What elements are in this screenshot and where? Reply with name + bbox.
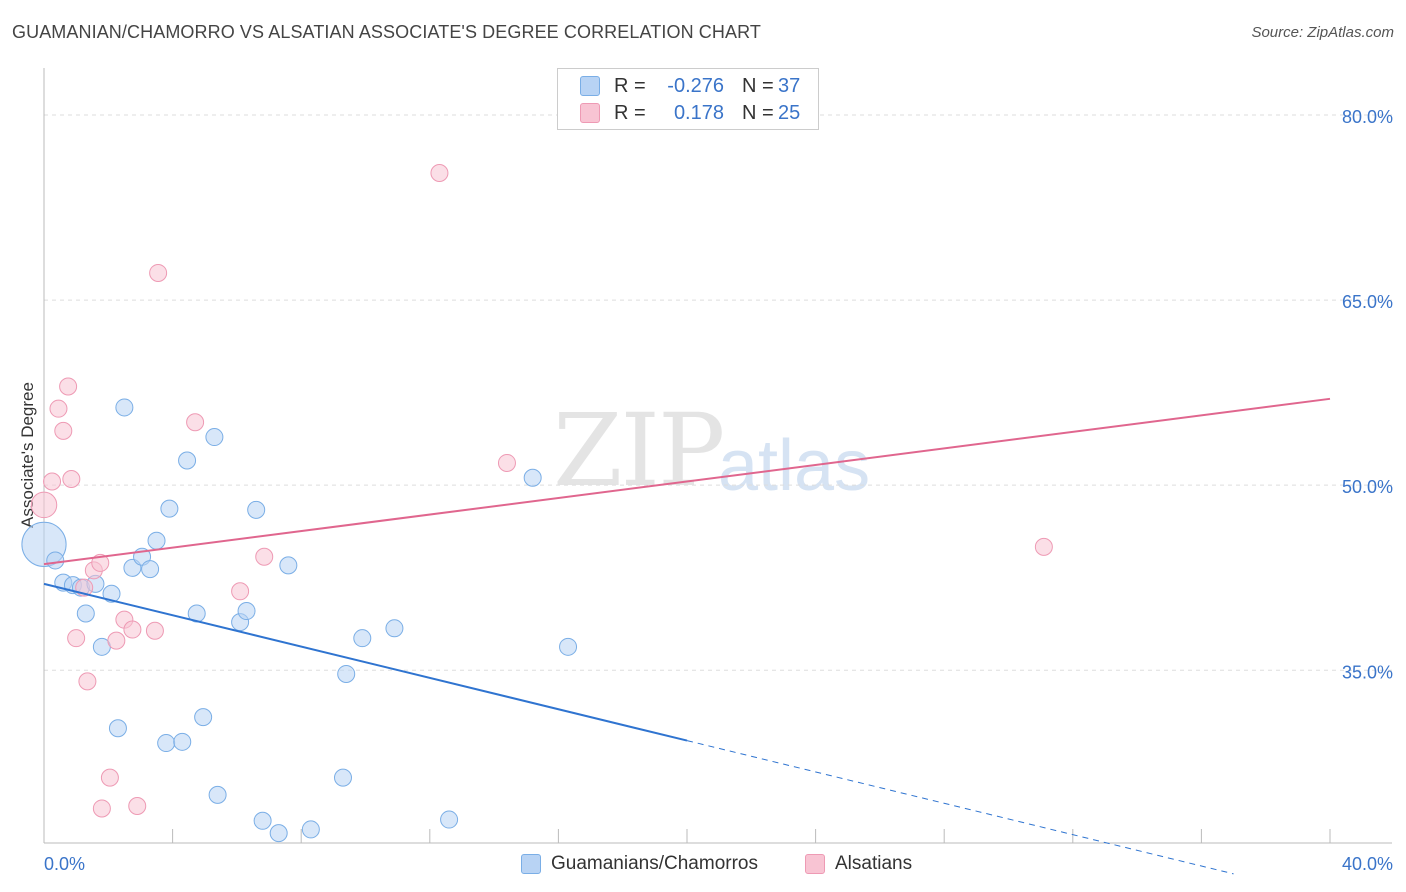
guamanian-point [247, 500, 266, 519]
alsatian-point [231, 582, 250, 601]
alsatian-point [100, 768, 119, 787]
guamanian-point [385, 619, 404, 638]
alsatian-point [91, 553, 110, 572]
legend-swatch-blue [580, 76, 600, 96]
alsatian-point [107, 631, 126, 650]
legend-r-label: R = [614, 101, 646, 124]
guamanian-point [160, 499, 179, 518]
guamanian-point [269, 824, 288, 843]
alsatian-point [497, 453, 516, 472]
legend-n-label: N = [742, 101, 774, 124]
guamanian-point [337, 664, 356, 683]
alsatian-point [430, 164, 449, 183]
bottom-legend-swatch-blue [521, 854, 541, 874]
guamanian-point [108, 719, 127, 738]
guamanian-point [76, 604, 95, 623]
alsatian-point [1034, 537, 1053, 556]
guamanian-point [353, 629, 372, 648]
guamanian-point [523, 468, 542, 487]
alsatian-point [145, 621, 164, 640]
legend-swatch-pink [580, 103, 600, 123]
guamanian-point [440, 810, 459, 829]
alsatian-point [62, 470, 81, 489]
guamanian-point [205, 428, 224, 447]
guamanian-point [141, 560, 160, 579]
alsatian-point [67, 629, 86, 648]
bottom-legend-alsatian: Alsatians [805, 852, 912, 876]
alsatian-point [255, 547, 274, 566]
alsatian-point [78, 672, 97, 691]
legend-r-label: R = [614, 74, 646, 97]
alsatian-point [49, 399, 68, 418]
legend-r-value: 0.178 [673, 101, 724, 124]
alsatian-point [54, 421, 73, 440]
alsatian-point [30, 491, 58, 519]
bottom-legend-swatch-pink [805, 854, 825, 874]
guamanian-point [208, 785, 227, 804]
correlation-legend: R = -0.276 N = 37 R = 0.178 N = 25 [557, 68, 819, 130]
y-tick-label: 80.0% [1342, 107, 1393, 127]
alsatian-point [92, 799, 111, 818]
guamanian-point [253, 811, 272, 830]
guamanian-trend-line [43, 582, 688, 742]
guamanian-point [46, 551, 65, 570]
watermark-zip: ZIP [553, 392, 725, 509]
y-tick-label: 35.0% [1342, 662, 1393, 682]
x-tick-label-min: 0.0% [44, 854, 85, 874]
guamanian-point [157, 734, 176, 753]
alsatian-point [186, 413, 205, 432]
alsatian-point [59, 377, 78, 396]
y-tick-label: 50.0% [1342, 477, 1393, 497]
watermark-atlas: atlas [718, 426, 871, 506]
guamanian-point [194, 708, 213, 727]
legend-n-label: N = [742, 74, 774, 97]
alsatian-trend-line [43, 397, 1331, 566]
chart-title: GUAMANIAN/CHAMORRO VS ALSATIAN ASSOCIATE… [12, 22, 761, 42]
x-tick-label-max: 40.0% [1342, 854, 1393, 874]
legend-n-value: 25 [778, 101, 801, 124]
guamanian-point [178, 451, 197, 470]
guamanian-point [279, 556, 298, 575]
guamanian-point [115, 398, 134, 417]
guamanian-point [333, 768, 352, 787]
alsatian-point [43, 472, 62, 491]
guamanian-point [173, 732, 192, 751]
legend-row-guamanian: R = -0.276 N = 37 [580, 73, 800, 99]
alsatian-point [149, 263, 168, 282]
guamanian-point [102, 584, 121, 603]
bottom-legend-label-alsatian: Alsatians [835, 853, 913, 874]
guamanian-point [147, 531, 166, 550]
source-label: Source: ZipAtlas.com [1251, 24, 1394, 41]
guamanian-point [237, 602, 256, 621]
legend-n-value: 37 [778, 74, 801, 97]
legend-row-alsatian: R = 0.178 N = 25 [580, 100, 800, 126]
y-tick-label: 65.0% [1342, 292, 1393, 312]
alsatian-point [128, 796, 147, 815]
legend-r-value: -0.276 [667, 74, 724, 97]
guamanian-point [301, 820, 320, 839]
bottom-legend-guamanian: Guamanians/Chamorros [521, 852, 758, 876]
alsatian-point [123, 620, 142, 639]
guamanian-trend-extension [686, 740, 1234, 875]
guamanian-point [559, 637, 578, 656]
bottom-legend-label-guamanian: Guamanians/Chamorros [551, 853, 758, 874]
